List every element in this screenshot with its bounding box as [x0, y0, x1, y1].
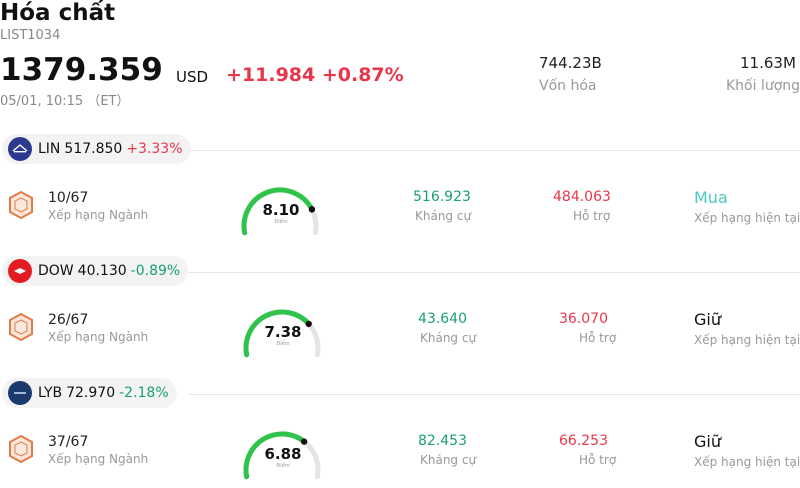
- support-value: 484.063: [553, 189, 611, 205]
- resistance-value: 516.923: [413, 189, 471, 205]
- stock-chip-dow[interactable]: DOW 40.130 -0.89%: [2, 256, 189, 286]
- rank-icon: [8, 312, 34, 346]
- gauge-fill: [241, 187, 315, 236]
- row-divider: [188, 150, 800, 151]
- resistance-value: 43.640: [418, 311, 467, 327]
- industry-rank-value: 26/67: [48, 312, 89, 328]
- row-divider: [188, 394, 800, 395]
- score-label: Điểm: [276, 463, 290, 469]
- stock-price: 517.850: [64, 141, 123, 157]
- resistance-value: 82.453: [418, 433, 467, 449]
- gauge-marker: [308, 206, 316, 213]
- current-rating-label: Xếp hạng hiện tại: [694, 333, 800, 347]
- stock-price: 40.130: [77, 263, 127, 279]
- page-title: Hóa chất: [0, 0, 116, 26]
- index-price: 1379.359: [0, 52, 163, 88]
- gauge-marker: [300, 438, 308, 445]
- row-divider: [188, 272, 800, 273]
- stock-price: 72.970: [66, 385, 116, 401]
- linde-logo-icon: [8, 137, 32, 161]
- score-label: Điểm: [274, 219, 288, 225]
- stock-change: +3.33%: [126, 141, 183, 157]
- stock-change: -2.18%: [119, 385, 169, 401]
- current-rating-value: Mua: [694, 188, 728, 207]
- volume-value: 11.63M: [740, 54, 796, 72]
- stock-change: -0.89%: [130, 263, 181, 279]
- current-rating-value: Giữ: [694, 432, 721, 451]
- support-value: 66.253: [559, 433, 608, 449]
- industry-rank-label: Xếp hạng Ngành: [48, 330, 149, 344]
- score-label: Điểm: [276, 341, 290, 347]
- dow-logo-icon: [8, 259, 32, 283]
- rank-icon: [8, 190, 34, 224]
- list-code: LIST1034: [0, 28, 61, 43]
- market-cap-label: Vốn hóa: [539, 78, 597, 94]
- index-change: +11.984 +0.87%: [226, 64, 404, 86]
- stock-symbol: DOW: [38, 263, 74, 279]
- support-value: 36.070: [559, 311, 608, 327]
- score-value: 8.10: [262, 201, 300, 219]
- rank-icon: [8, 434, 34, 468]
- industry-rank-value: 10/67: [48, 190, 89, 206]
- industry-rank-label: Xếp hạng Ngành: [48, 452, 149, 466]
- resistance-label: Kháng cự: [415, 209, 472, 223]
- volume-label: Khối lượng: [726, 78, 800, 94]
- timestamp: 05/01, 10:15 （ET）: [0, 94, 130, 109]
- gauge-fill: [243, 309, 312, 358]
- gauge-fill: [243, 431, 307, 480]
- score-value: 7.38: [264, 323, 302, 341]
- currency-label: USD: [176, 68, 209, 86]
- resistance-label: Kháng cự: [420, 331, 477, 345]
- industry-rank-label: Xếp hạng Ngành: [48, 208, 149, 222]
- score-gauge: 6.88 Điểm: [240, 428, 326, 480]
- support-label: Hỗ trợ: [579, 453, 617, 467]
- current-rating-value: Giữ: [694, 310, 721, 329]
- stock-chip-lin[interactable]: LIN 517.850 +3.33%: [2, 134, 191, 164]
- score-gauge: 8.10 Điểm: [238, 184, 324, 236]
- gauge-marker: [305, 320, 312, 328]
- current-rating-label: Xếp hạng hiện tại: [694, 455, 800, 469]
- stock-symbol: LIN: [38, 141, 61, 157]
- stock-symbol: LYB: [38, 385, 63, 401]
- market-cap-value: 744.23B: [539, 54, 602, 72]
- support-label: Hỗ trợ: [579, 331, 617, 345]
- current-rating-label: Xếp hạng hiện tại: [694, 211, 800, 225]
- support-label: Hỗ trợ: [573, 209, 611, 223]
- score-gauge: 7.38 Điểm: [240, 306, 326, 358]
- stock-chip-lyb[interactable]: LYB 72.970 -2.18%: [2, 378, 177, 408]
- industry-rank-value: 37/67: [48, 434, 89, 450]
- lyondellbasell-logo-icon: [8, 381, 32, 405]
- score-value: 6.88: [264, 445, 302, 463]
- resistance-label: Kháng cự: [420, 453, 477, 467]
